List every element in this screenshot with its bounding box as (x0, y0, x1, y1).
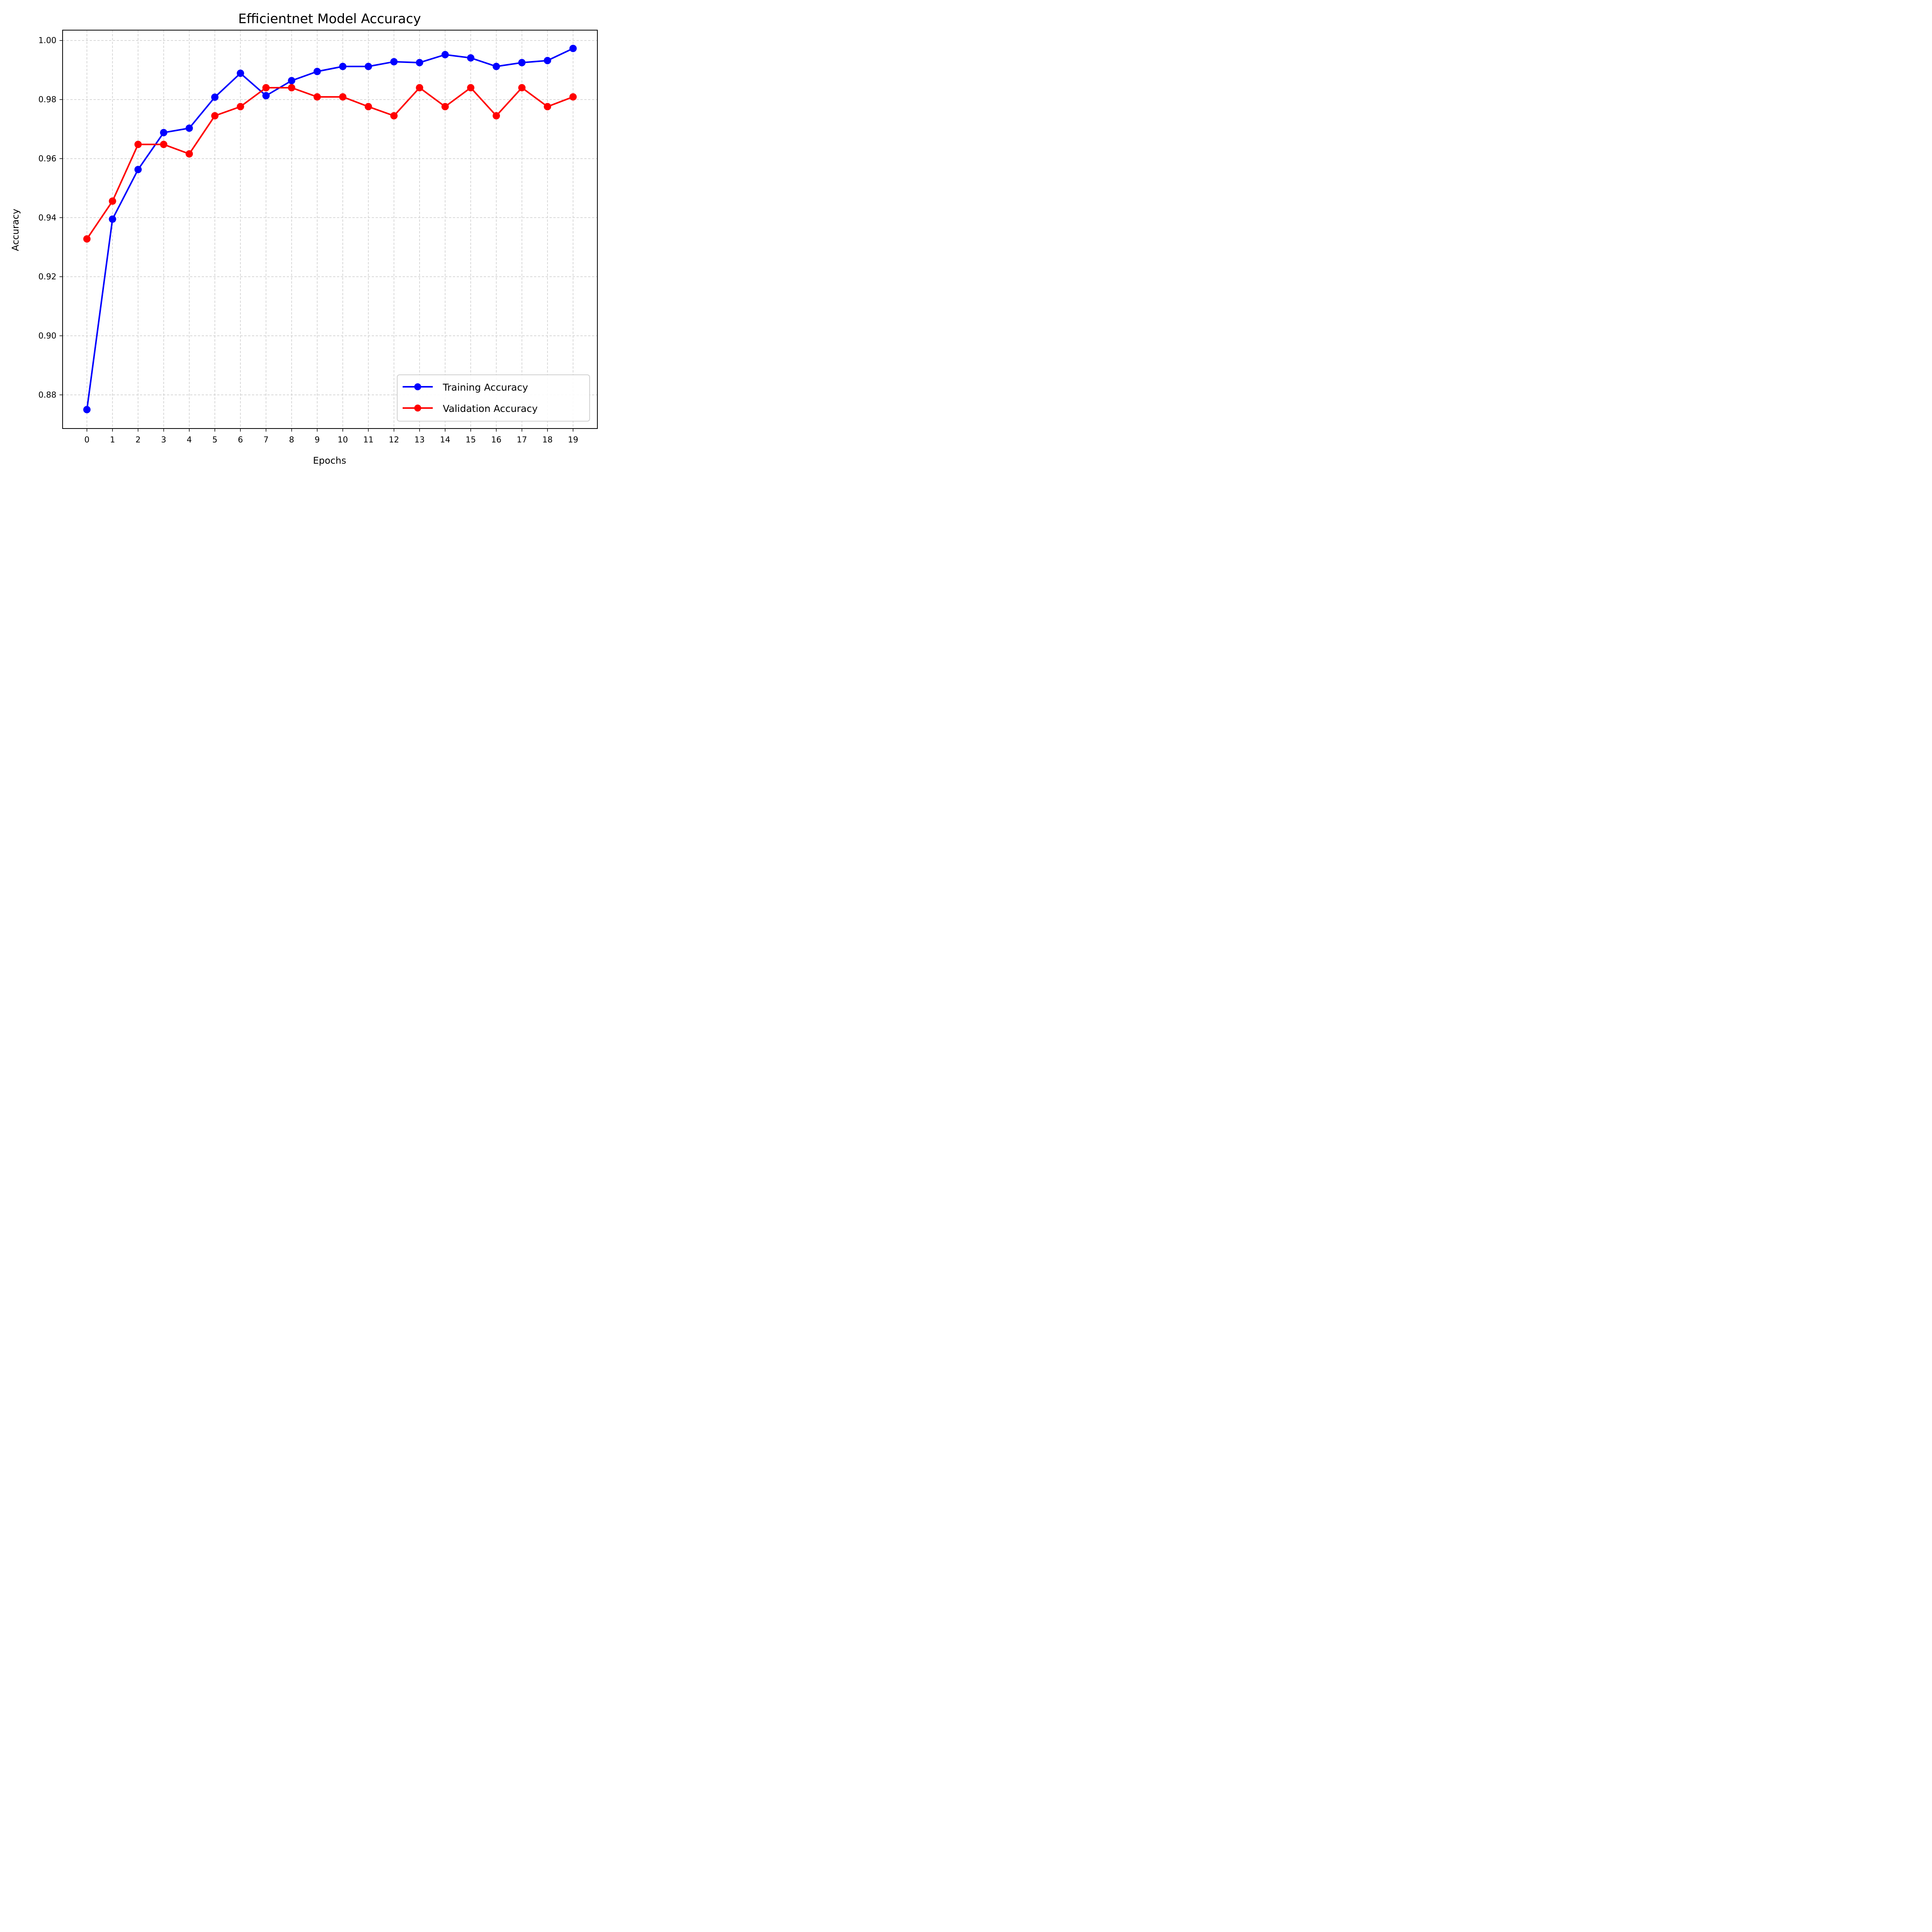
y-tick-label: 0.98 (38, 95, 56, 104)
x-tick-label: 19 (568, 435, 578, 444)
data-point-marker (518, 84, 526, 92)
x-tick-label: 16 (491, 435, 502, 444)
series-line (86, 87, 573, 240)
legend-validation-label: Validation Accuracy (443, 403, 538, 414)
data-point-marker (569, 93, 577, 101)
x-tick-label: 12 (389, 435, 399, 444)
x-axis-label: Epochs (313, 455, 346, 466)
data-point-marker (288, 84, 296, 92)
data-point-marker (236, 70, 244, 77)
data-point-marker (390, 112, 398, 120)
data-point-marker (467, 84, 474, 92)
x-tick-label: 13 (414, 435, 425, 444)
validation-legend-marker-icon (414, 405, 421, 412)
data-point-marker (339, 93, 347, 101)
data-point-marker (262, 84, 270, 92)
x-axis-ticks: 0 1 2 3 4 5 6 7 8 9 10 11 12 13 14 15 16 17 18 19 (84, 429, 578, 444)
data-point-marker (134, 166, 142, 173)
data-point-marker (544, 57, 551, 65)
y-axis-ticks: 0.88 0.90 0.92 0.94 0.96 0.98 1.00 (38, 36, 63, 400)
training-legend-marker-icon (414, 383, 421, 390)
x-tick-label: 7 (264, 435, 269, 444)
y-tick-label: 0.88 (38, 390, 56, 400)
data-point-marker (262, 92, 270, 100)
x-tick-label: 1 (110, 435, 115, 444)
data-point-marker (364, 103, 372, 111)
data-point-marker (492, 63, 500, 70)
y-tick-label: 0.96 (38, 154, 56, 163)
data-point-marker (211, 112, 219, 120)
x-tick-label: 3 (161, 435, 166, 444)
data-point-marker (313, 68, 321, 75)
data-point-marker (313, 93, 321, 101)
data-point-marker (185, 150, 193, 158)
x-tick-label: 14 (440, 435, 451, 444)
data-point-marker (441, 51, 449, 58)
x-tick-label: 8 (289, 435, 294, 444)
data-point-marker (83, 406, 91, 413)
data-point-marker (390, 58, 398, 66)
data-point-marker (364, 63, 372, 70)
data-point-marker (467, 54, 474, 62)
data-point-marker (236, 103, 244, 111)
data-point-marker (441, 103, 449, 111)
x-tick-label: 17 (517, 435, 527, 444)
x-tick-label: 18 (543, 435, 553, 444)
data-point-marker (134, 141, 142, 148)
data-point-marker (518, 59, 526, 66)
data-point-marker (109, 197, 116, 205)
x-tick-label: 11 (363, 435, 374, 444)
plot-series (83, 44, 577, 413)
data-point-marker (569, 44, 577, 52)
data-point-marker (160, 141, 168, 148)
accuracy-chart: Efficientnet Model Accuracy 0 1 2 3 4 5 6 7 8 9 10… (10, 11, 598, 466)
x-tick-label: 10 (338, 435, 348, 444)
y-tick-label: 0.94 (38, 213, 56, 222)
data-point-marker (416, 59, 423, 66)
x-tick-label: 2 (136, 435, 141, 444)
data-point-marker (211, 93, 219, 101)
x-tick-label: 6 (238, 435, 243, 444)
data-point-marker (339, 63, 347, 70)
data-point-marker (185, 124, 193, 132)
data-point-marker (416, 84, 423, 92)
y-tick-label: 0.90 (38, 331, 56, 340)
y-tick-label: 1.00 (38, 36, 56, 45)
x-tick-label: 4 (187, 435, 192, 444)
y-tick-label: 0.92 (38, 272, 56, 281)
series-line (86, 48, 573, 410)
y-axis-label: Accuracy (10, 209, 21, 251)
x-tick-label: 9 (315, 435, 320, 444)
data-point-marker (83, 235, 91, 243)
legend-training-label: Training Accuracy (442, 382, 528, 393)
x-tick-label: 5 (212, 435, 217, 444)
chart-title: Efficientnet Model Accuracy (238, 11, 421, 27)
data-point-marker (109, 215, 116, 223)
plot-area-frame (62, 30, 598, 429)
x-tick-label: 0 (84, 435, 89, 444)
legend: Training Accuracy Validation Accuracy (397, 374, 590, 422)
data-point-marker (288, 77, 296, 85)
data-point-marker (160, 129, 168, 136)
grid-lines (63, 30, 597, 429)
x-tick-label: 15 (466, 435, 476, 444)
data-point-marker (544, 103, 551, 111)
data-point-marker (492, 112, 500, 120)
